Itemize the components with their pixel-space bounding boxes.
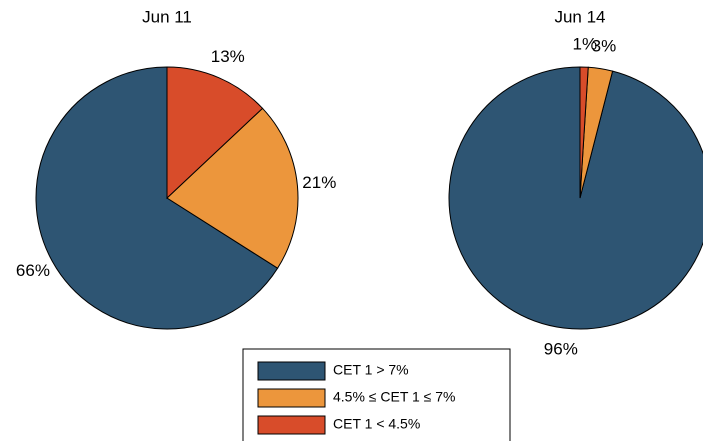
pie-slice [35,66,279,330]
value-label: 66% [16,261,50,280]
legend-label: 4.5% ≤ CET 1 ≤ 7% [333,389,456,405]
pie-slice [166,107,299,269]
legend-label: CET 1 < 4.5% [333,416,420,432]
chart-title: Jun 14 [554,7,605,26]
pie-slice [579,66,589,199]
legend-swatch [257,388,326,408]
legend-label: CET 1 > 7% [333,362,409,378]
legend-swatch [257,361,326,381]
legend-swatch [257,415,326,435]
value-label: 13% [211,47,245,66]
chart-title: Jun 11 [142,7,192,26]
value-label: 96% [544,339,578,358]
value-label: 1% [573,35,598,54]
value-label: 3% [592,36,617,55]
pie-slice [448,66,703,330]
pie-slice [166,66,264,200]
value-label: 21% [302,173,336,192]
